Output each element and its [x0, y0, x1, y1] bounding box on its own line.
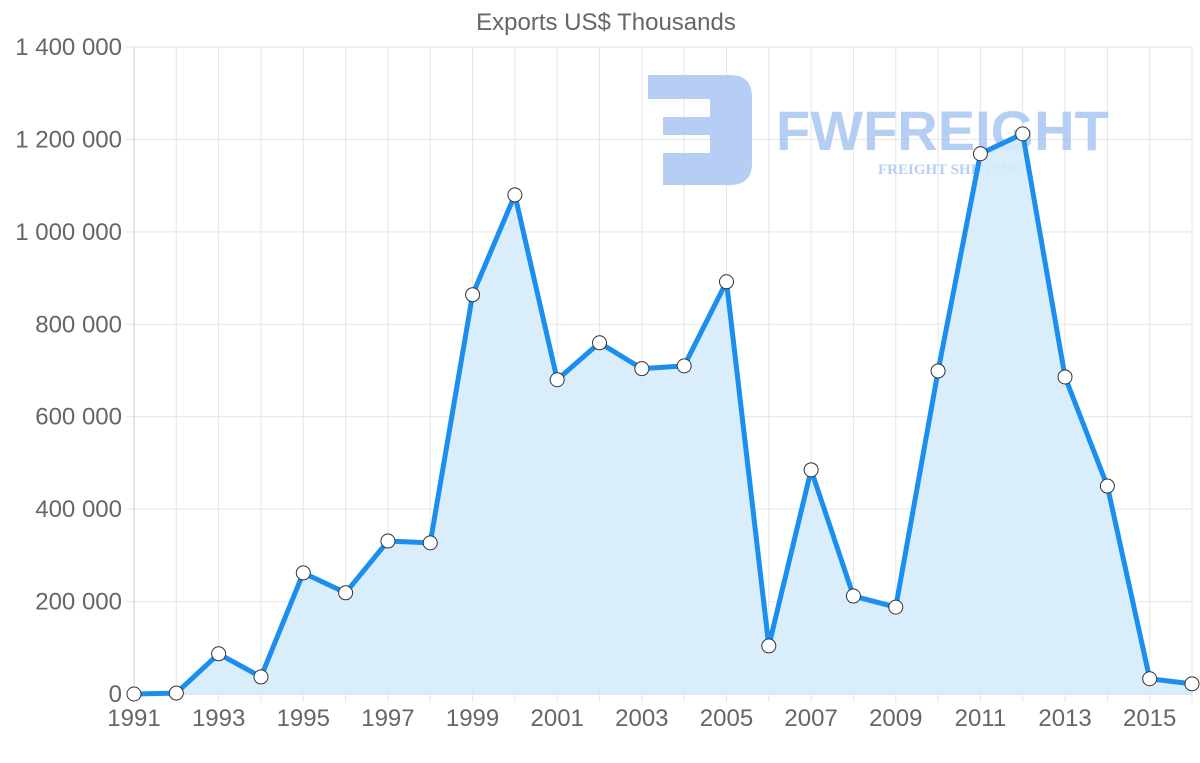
- data-point[interactable]: [380, 533, 396, 549]
- data-point[interactable]: [211, 646, 227, 662]
- data-point[interactable]: [1015, 126, 1031, 142]
- data-point[interactable]: [253, 669, 269, 685]
- data-point[interactable]: [592, 335, 608, 351]
- x-tick-label: 2001: [531, 705, 584, 732]
- data-point[interactable]: [888, 599, 904, 615]
- y-tick-label: 1 000 000: [15, 219, 122, 246]
- x-tick-label: 2013: [1038, 705, 1091, 732]
- data-point[interactable]: [972, 146, 988, 162]
- data-point[interactable]: [676, 358, 692, 374]
- watermark-logo: FWFREIGHT FREIGHT SHIPPING: [648, 75, 1109, 185]
- y-tick-label: 0: [109, 681, 122, 708]
- x-tick-label: 2005: [700, 705, 753, 732]
- data-point[interactable]: [422, 535, 438, 551]
- x-tick-label: 2003: [615, 705, 668, 732]
- data-points: [126, 126, 1200, 702]
- y-tick-label: 800 000: [35, 311, 122, 338]
- x-tick-label: 1999: [446, 705, 499, 732]
- data-point[interactable]: [338, 585, 354, 601]
- x-tick-label: 2015: [1123, 705, 1176, 732]
- data-point[interactable]: [761, 638, 777, 654]
- data-point[interactable]: [1057, 369, 1073, 385]
- data-point[interactable]: [295, 565, 311, 581]
- data-point[interactable]: [168, 685, 184, 701]
- data-point[interactable]: [634, 361, 650, 377]
- x-tick-label: 2011: [955, 705, 1007, 732]
- data-point[interactable]: [1142, 671, 1158, 687]
- x-tick-label: 1995: [277, 705, 330, 732]
- data-point[interactable]: [803, 462, 819, 478]
- x-tick-label: 2007: [784, 705, 837, 732]
- x-tick-label: 1993: [192, 705, 245, 732]
- x-tick-label: 2009: [869, 705, 922, 732]
- data-point[interactable]: [507, 187, 523, 203]
- data-point[interactable]: [1099, 478, 1115, 494]
- y-tick-label: 1 400 000: [15, 34, 122, 61]
- y-tick-label: 200 000: [35, 589, 122, 616]
- brand-logo-icon: [648, 75, 752, 185]
- y-tick-label: 600 000: [35, 404, 122, 431]
- y-tick-label: 400 000: [35, 496, 122, 523]
- chart-title: Exports US$ Thousands: [476, 9, 736, 36]
- data-point[interactable]: [126, 686, 142, 702]
- x-tick-label: 1991: [107, 705, 160, 732]
- series-line: [133, 131, 1193, 697]
- data-point[interactable]: [718, 274, 734, 290]
- x-axis-ticks: 1991 1993 1995 1997 1999 2001 2003 2005 2007 2009…: [107, 705, 1176, 732]
- data-point[interactable]: [465, 287, 481, 303]
- area-fill: [134, 133, 1192, 694]
- data-point[interactable]: [549, 372, 565, 388]
- x-tick-label: 1997: [361, 705, 414, 732]
- y-tick-label: 1 200 000: [15, 126, 122, 153]
- data-point[interactable]: [930, 363, 946, 379]
- y-axis-ticks: 0 200 000 400 000 600 000 800 000 1 000 000 1 …: [15, 34, 122, 708]
- watermark-brand: FWFREIGHT: [776, 99, 1109, 162]
- data-point[interactable]: [845, 588, 861, 604]
- data-point[interactable]: [1184, 676, 1200, 692]
